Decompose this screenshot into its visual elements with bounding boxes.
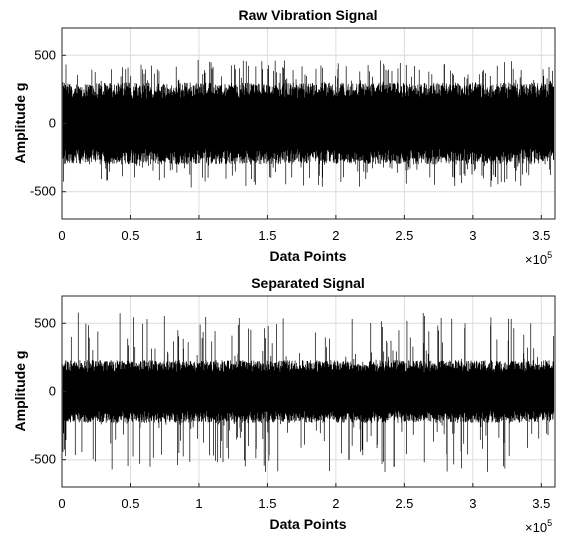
x-axis-label: Data Points (269, 248, 346, 264)
x-axis-multiplier: ×105 (525, 250, 552, 267)
x-axis-ticks: 0 0.5 1 1.5 2 2.5 3 3.5 (58, 215, 550, 243)
x-tick-label: 0 (58, 496, 65, 511)
signal-path (62, 312, 555, 472)
y-tick-label: 0 (49, 384, 56, 399)
x-tick-label: 2.5 (395, 228, 413, 243)
y-axis-ticks: -500 0 500 (30, 315, 66, 467)
y-tick-label: -500 (30, 184, 56, 199)
x-tick-label: 3 (469, 496, 476, 511)
x-tick-label: 3.5 (532, 496, 550, 511)
x-axis-ticks: 0 0.5 1 1.5 2 2.5 3 3.5 (58, 483, 550, 511)
y-axis-label: Amplitude g (12, 351, 28, 432)
x-tick-label: 3.5 (532, 228, 550, 243)
y-tick-label: 500 (34, 315, 56, 330)
signal-path (62, 60, 555, 188)
y-tick-label: -500 (30, 452, 56, 467)
signal-trace (62, 312, 555, 472)
x-tick-label: 0 (58, 228, 65, 243)
x-axis-label: Data Points (269, 516, 346, 532)
x-tick-label: 0.5 (121, 228, 139, 243)
x-tick-label: 1.5 (258, 496, 276, 511)
y-axis-ticks: -500 0 500 (30, 47, 66, 199)
x-tick-label: 1.5 (258, 228, 276, 243)
subplot-separated: Separated Signal 0 0.5 1 1.5 2 2.5 3 3.5 -500 0 5… (12, 275, 556, 535)
y-tick-label: 500 (34, 47, 56, 62)
chart-title: Separated Signal (251, 275, 365, 291)
y-axis-label: Amplitude g (12, 83, 28, 164)
signal-trace (62, 60, 555, 188)
x-tick-label: 1 (195, 228, 202, 243)
x-tick-label: 2 (332, 496, 339, 511)
x-tick-label: 2 (332, 228, 339, 243)
x-tick-label: 3 (469, 228, 476, 243)
x-tick-label: 0.5 (121, 496, 139, 511)
y-tick-label: 0 (49, 116, 56, 131)
x-axis-multiplier: ×105 (525, 518, 552, 535)
x-tick-label: 1 (195, 496, 202, 511)
subplot-raw-vibration: Raw Vibration Signal 0 0.5 1 1.5 2 2.5 3 3.5 -5… (12, 7, 556, 267)
x-tick-label: 2.5 (395, 496, 413, 511)
chart-title: Raw Vibration Signal (239, 7, 378, 23)
